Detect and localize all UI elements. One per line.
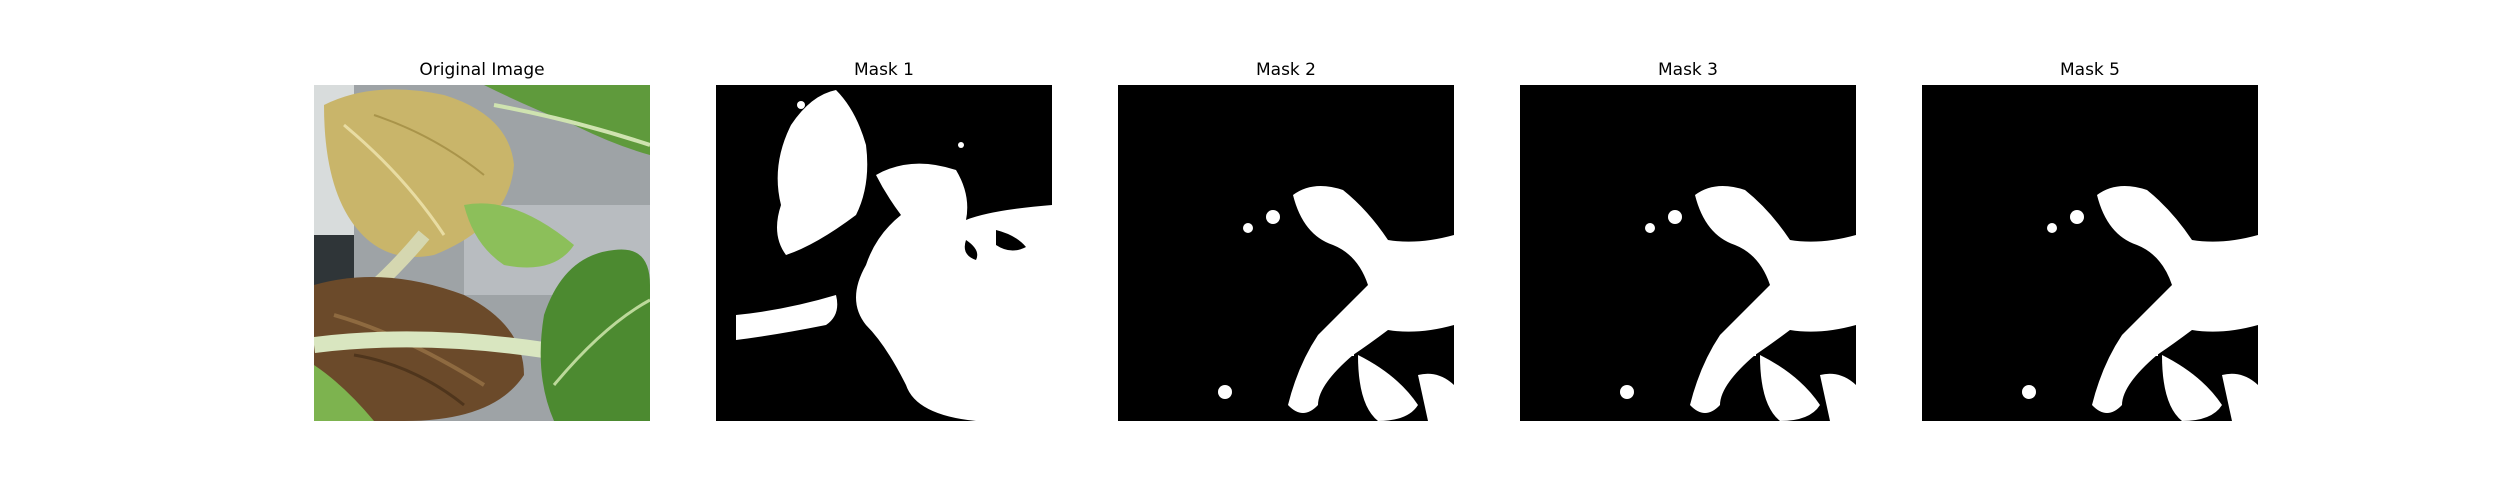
mask-3-image [1520,85,1856,421]
panel-title: Mask 2 [1255,60,1316,80]
panel-title: Mask 5 [2059,60,2120,80]
original-photo [314,85,650,421]
mask-5-image [1922,85,2258,421]
mask-1-image [716,85,1052,421]
panel-title: Mask 3 [1657,60,1718,80]
panel-title: Original Image [419,60,545,80]
panel-title: Mask 1 [853,60,914,80]
mask-2-image [1118,85,1454,421]
